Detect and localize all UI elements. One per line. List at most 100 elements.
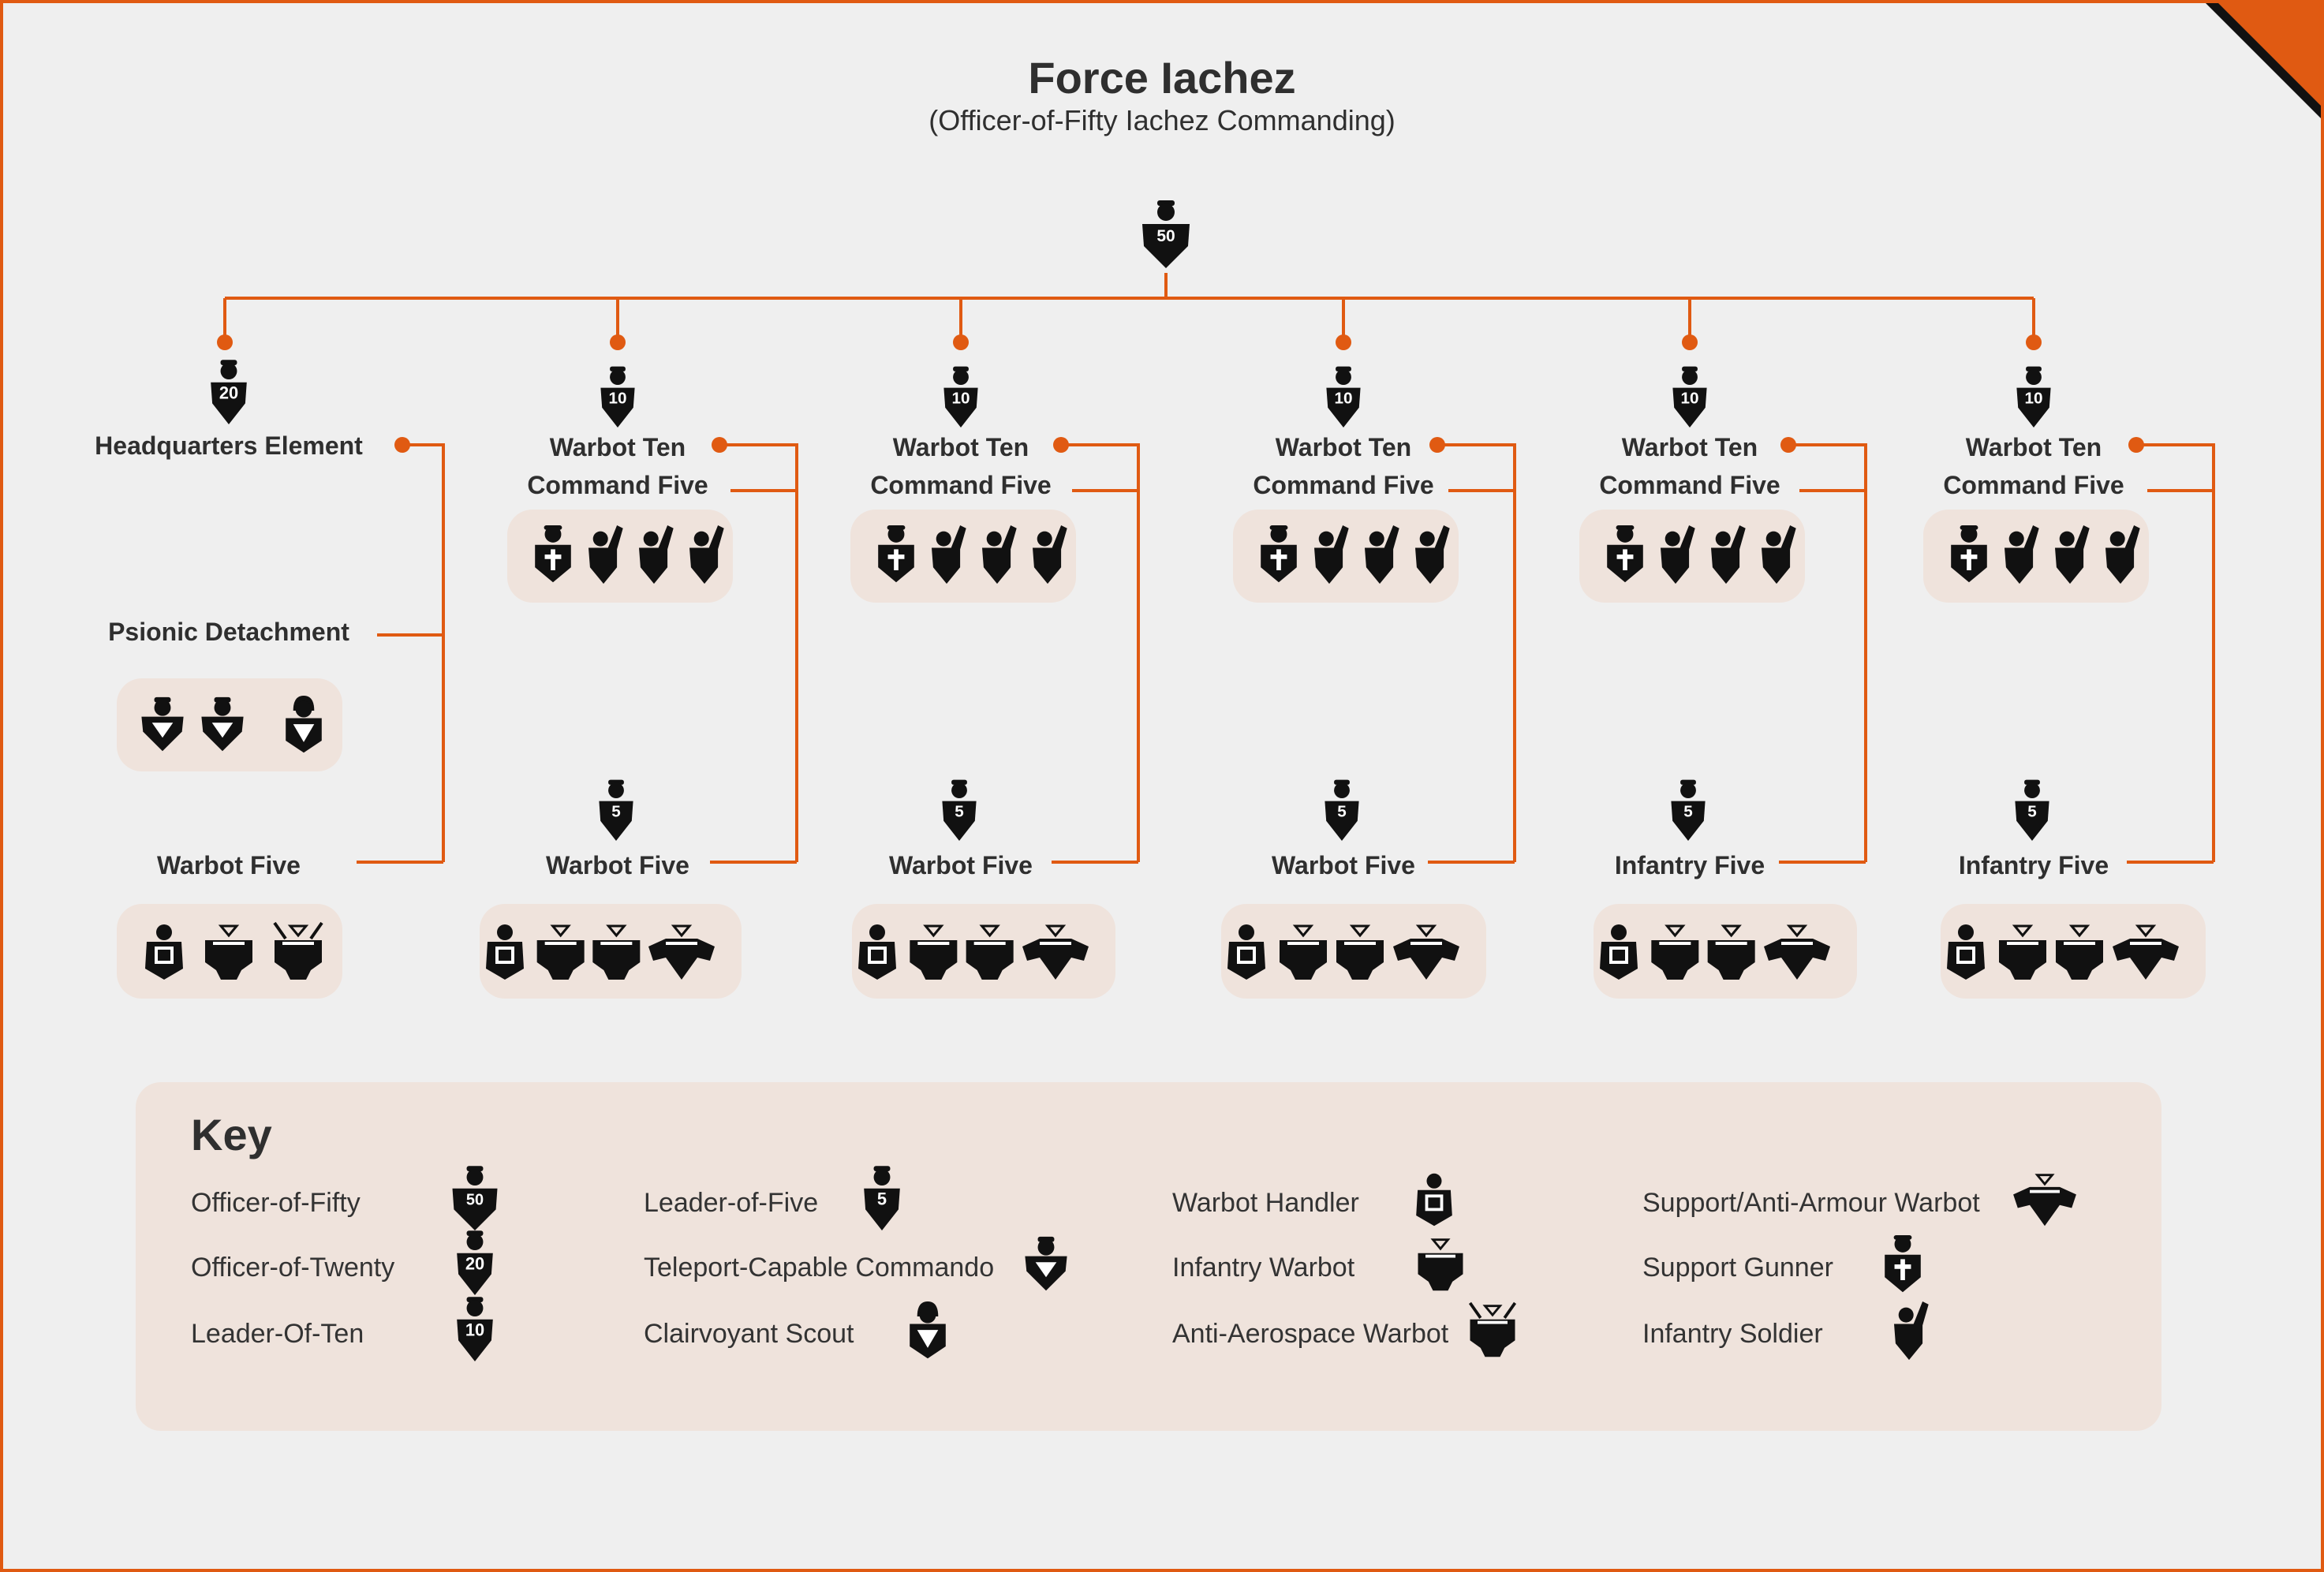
- infantry-soldier-icon: [1365, 525, 1399, 584]
- five-label: Warbot Five: [1272, 851, 1415, 879]
- infantry-soldier-icon: [1415, 525, 1450, 584]
- support-gunner-icon: [878, 525, 914, 583]
- rank-badge-text: 50: [466, 1192, 484, 1209]
- five-label: Infantry Five: [1959, 851, 2109, 879]
- ten-label: Warbot Ten: [1966, 433, 2102, 461]
- key-support-gunner-icon: [1885, 1235, 1921, 1293]
- leader-of-five-icon: 5: [599, 779, 633, 841]
- key-label: Warbot Handler: [1172, 1188, 1359, 1218]
- key-label: Leader-of-Five: [644, 1188, 818, 1218]
- rank-badge-text: 10: [465, 1320, 484, 1340]
- command-five-label: Command Five: [1943, 471, 2124, 499]
- command-five-label: Command Five: [870, 471, 1051, 499]
- five-label: Infantry Five: [1615, 851, 1765, 879]
- ten-label: Warbot Ten: [1622, 433, 1758, 461]
- corner-fold: [2218, 3, 2321, 106]
- support-warbot-icon: [1764, 924, 1830, 980]
- key-label: Support/Anti-Armour Warbot: [1642, 1188, 1980, 1218]
- infantry-soldier-icon: [689, 525, 724, 584]
- infantry-soldier-icon: [1314, 525, 1349, 584]
- key-infantry-warbot-icon: [1418, 1238, 1463, 1291]
- support-gunner-icon: [1951, 525, 1987, 583]
- infantry-warbot-icon: [1707, 924, 1755, 980]
- leader-of-ten-icon: 10: [2016, 366, 2051, 428]
- bus-junction-dot: [953, 334, 969, 350]
- support-warbot-icon: [2113, 924, 2179, 980]
- infantry-warbot-icon: [536, 924, 585, 980]
- leader-of-five-icon: 5: [1325, 779, 1359, 841]
- rank-badge-text: 5: [611, 802, 621, 820]
- ten-bracket-line: [1061, 443, 1140, 862]
- key-officer-of-fifty-icon: 50: [452, 1166, 498, 1230]
- infantry-warbot-icon: [1336, 924, 1384, 980]
- key-label: Leader-Of-Ten: [191, 1319, 364, 1349]
- rank-badge-text: 20: [219, 383, 238, 403]
- support-warbot-icon: [1022, 924, 1089, 980]
- support-gunner-icon: [1261, 525, 1297, 583]
- infantry-soldier-icon: [1711, 525, 1746, 584]
- key-label: Officer-of-Fifty: [191, 1188, 361, 1218]
- officer-of-twenty-icon: 20: [211, 360, 247, 424]
- infantry-soldier-icon: [2055, 525, 2090, 584]
- infantry-soldier-icon: [2005, 525, 2039, 584]
- rank-badge-text: 50: [1156, 227, 1175, 245]
- rank-badge-text: 10: [1680, 389, 1698, 407]
- leader-of-ten-icon: 10: [1672, 366, 1707, 428]
- key-heading: Key: [191, 1110, 272, 1159]
- key-label: Anti-Aerospace Warbot: [1172, 1319, 1449, 1349]
- page-title: Force Iachez: [1028, 53, 1295, 103]
- infantry-warbot-icon: [205, 924, 252, 980]
- bus-junction-dot: [217, 334, 233, 350]
- warbot-handler-icon: [486, 924, 524, 980]
- command-five-label: Command Five: [1253, 471, 1433, 499]
- five-label: Warbot Five: [889, 851, 1033, 879]
- key-label: Support Gunner: [1642, 1253, 1833, 1283]
- rank-badge-text: 5: [955, 802, 964, 820]
- command-five-panel: [1923, 510, 2149, 603]
- command-five-label: Command Five: [527, 471, 708, 499]
- key-panel: [136, 1082, 2161, 1431]
- command-five-panel: [1233, 510, 1459, 603]
- infantry-soldier-icon: [588, 525, 623, 584]
- key-warbot-handler-icon: [1416, 1173, 1452, 1227]
- key-label: Teleport-Capable Commando: [644, 1253, 994, 1283]
- infantry-warbot-icon: [592, 924, 641, 980]
- five-label: Warbot Five: [546, 851, 689, 879]
- command-five-panel: [850, 510, 1076, 603]
- leader-of-ten-icon: 10: [600, 366, 635, 428]
- infantry-soldier-icon: [2105, 525, 2140, 584]
- bus-junction-dot: [1336, 334, 1351, 350]
- infantry-soldier-icon: [1661, 525, 1695, 584]
- support-gunner-icon: [1607, 525, 1643, 583]
- key-officer-of-twenty-icon: 20: [457, 1230, 493, 1295]
- ten-bracket-line: [719, 443, 798, 862]
- bus-junction-dot: [1682, 334, 1698, 350]
- leader-of-five-icon: 5: [942, 779, 977, 841]
- key-clairvoyant-scout-icon: [910, 1301, 946, 1359]
- infantry-warbot-icon: [1651, 924, 1699, 980]
- warbot-handler-icon: [858, 924, 896, 980]
- infantry-warbot-icon: [966, 924, 1014, 980]
- key-teleport-commando-icon: [1025, 1236, 1067, 1291]
- bus-junction-dot: [610, 334, 626, 350]
- leader-of-five-icon: 5: [1671, 779, 1706, 841]
- rank-badge-text: 10: [2024, 389, 2042, 407]
- key-label: Clairvoyant Scout: [644, 1319, 854, 1349]
- bus-junction-dot: [2026, 334, 2042, 350]
- support-warbot-icon: [648, 924, 715, 980]
- ten-bracket-line: [1788, 443, 1867, 862]
- hq-bracket-line: [402, 443, 445, 862]
- infantry-warbot-icon: [910, 924, 958, 980]
- leader-of-ten-icon: 10: [1326, 366, 1361, 428]
- infantry-warbot-icon: [1280, 924, 1327, 980]
- infantry-soldier-icon: [639, 525, 674, 584]
- warbot-handler-icon: [1947, 924, 1985, 980]
- warbot-handler-icon: [145, 924, 183, 980]
- leader-of-five-icon: 5: [2015, 779, 2049, 841]
- ten-label: Warbot Ten: [893, 433, 1029, 461]
- key-label: Officer-of-Twenty: [191, 1253, 394, 1283]
- key-support-warbot-icon: [2013, 1174, 2076, 1227]
- teleport-commando-icon: [141, 696, 184, 752]
